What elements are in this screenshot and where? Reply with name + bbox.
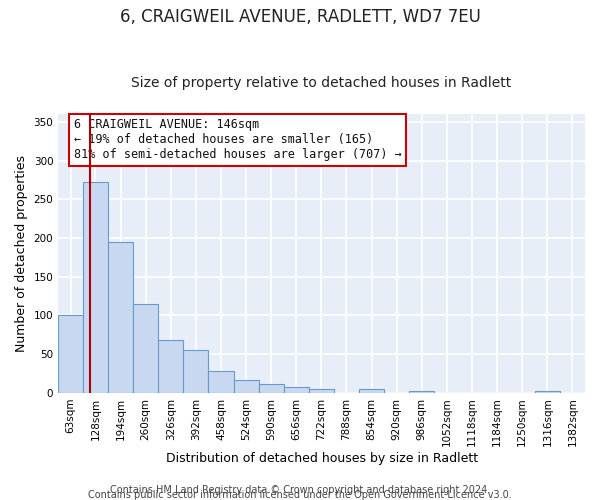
Text: 6, CRAIGWEIL AVENUE, RADLETT, WD7 7EU: 6, CRAIGWEIL AVENUE, RADLETT, WD7 7EU — [119, 8, 481, 26]
Text: 6 CRAIGWEIL AVENUE: 146sqm
← 19% of detached houses are smaller (165)
81% of sem: 6 CRAIGWEIL AVENUE: 146sqm ← 19% of deta… — [74, 118, 402, 162]
Bar — [259, 384, 284, 393]
Bar — [58, 316, 83, 393]
Bar — [83, 182, 108, 393]
Bar — [158, 340, 184, 393]
Bar — [535, 390, 560, 393]
Bar — [359, 389, 384, 393]
Bar — [184, 350, 208, 393]
Text: Contains public sector information licensed under the Open Government Licence v3: Contains public sector information licen… — [88, 490, 512, 500]
Bar — [233, 380, 259, 393]
Bar — [108, 242, 133, 393]
Bar — [409, 390, 434, 393]
X-axis label: Distribution of detached houses by size in Radlett: Distribution of detached houses by size … — [166, 452, 478, 465]
Bar — [208, 371, 233, 393]
Bar — [309, 389, 334, 393]
Title: Size of property relative to detached houses in Radlett: Size of property relative to detached ho… — [131, 76, 512, 90]
Bar — [284, 386, 309, 393]
Y-axis label: Number of detached properties: Number of detached properties — [15, 155, 28, 352]
Text: Contains HM Land Registry data © Crown copyright and database right 2024.: Contains HM Land Registry data © Crown c… — [110, 485, 490, 495]
Bar — [133, 304, 158, 393]
